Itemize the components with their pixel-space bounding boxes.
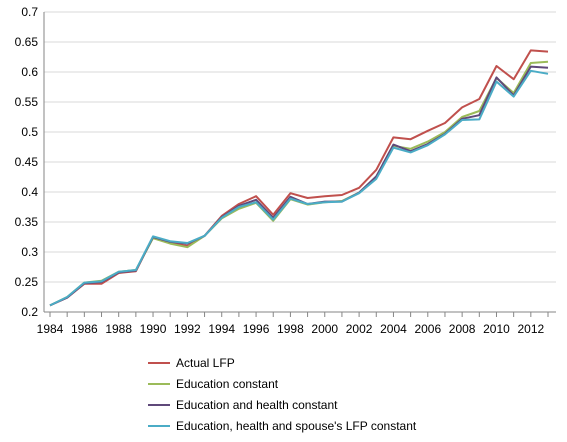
series-line-4 bbox=[49, 69, 549, 307]
legend-swatch bbox=[148, 361, 170, 364]
x-tick-label: 1988 bbox=[105, 322, 132, 336]
gridlines bbox=[44, 11, 556, 313]
y-tick-labels: 0.2 0.25 0.3 0.35 0.4 0.45 0.5 0.55 0.6 0.65 0.7 bbox=[15, 5, 39, 319]
legend-swatch bbox=[148, 424, 170, 427]
legend-label: Education and health constant bbox=[176, 397, 338, 412]
x-tick-label: 2002 bbox=[346, 322, 373, 336]
x-tick-label: 2012 bbox=[517, 322, 544, 336]
y-tick-label: 0.55 bbox=[15, 95, 39, 109]
legend-item: Education constant bbox=[148, 373, 416, 394]
x-tick-label: 1990 bbox=[140, 322, 167, 336]
x-tick-labels: 1984 1986 1988 1990 1992 1994 1996 1998 2000 2002… bbox=[37, 322, 545, 336]
y-tick-label: 0.2 bbox=[21, 305, 38, 319]
x-tick-label: 2000 bbox=[311, 322, 338, 336]
y-tick-label: 0.4 bbox=[21, 185, 38, 199]
line-chart: 0.2 0.25 0.3 0.35 0.4 0.45 0.5 0.55 0.6 0.65 0.7 1… bbox=[15, 5, 556, 336]
legend-swatch bbox=[148, 382, 170, 385]
y-tick-label: 0.25 bbox=[15, 275, 39, 289]
y-tick-label: 0.3 bbox=[21, 245, 38, 259]
y-tick-label: 0.45 bbox=[15, 155, 39, 169]
legend-label: Education constant bbox=[176, 376, 279, 391]
x-tick-label: 2004 bbox=[380, 322, 407, 336]
series-lines bbox=[49, 49, 549, 307]
legend: Actual LFP Education constant Education an… bbox=[148, 352, 416, 436]
axes bbox=[43, 12, 556, 317]
legend-item: Education and health constant bbox=[148, 394, 416, 415]
x-tick-label: 2006 bbox=[414, 322, 441, 336]
y-tick-label: 0.35 bbox=[15, 215, 39, 229]
y-tick-label: 0.7 bbox=[21, 5, 38, 19]
x-tick-label: 1994 bbox=[208, 322, 235, 336]
series-line-2 bbox=[49, 60, 549, 307]
x-tick-label: 1986 bbox=[71, 322, 98, 336]
x-tick-label: 1996 bbox=[243, 322, 270, 336]
x-tick-label: 1992 bbox=[174, 322, 201, 336]
legend-swatch bbox=[148, 403, 170, 406]
y-tick-label: 0.65 bbox=[15, 35, 39, 49]
y-tick-label: 0.6 bbox=[21, 65, 38, 79]
legend-label: Actual LFP bbox=[176, 355, 235, 370]
series-line-1 bbox=[49, 49, 549, 307]
legend-item: Actual LFP bbox=[148, 352, 416, 373]
x-tick-label: 1998 bbox=[277, 322, 304, 336]
y-tick-label: 0.5 bbox=[21, 125, 38, 139]
legend-label: Education, health and spouse's LFP const… bbox=[176, 418, 417, 433]
x-tick-label: 2010 bbox=[483, 322, 510, 336]
x-tick-label: 2008 bbox=[449, 322, 476, 336]
legend-item: Education, health and spouse's LFP const… bbox=[148, 415, 416, 436]
x-tick-label: 1984 bbox=[37, 322, 64, 336]
